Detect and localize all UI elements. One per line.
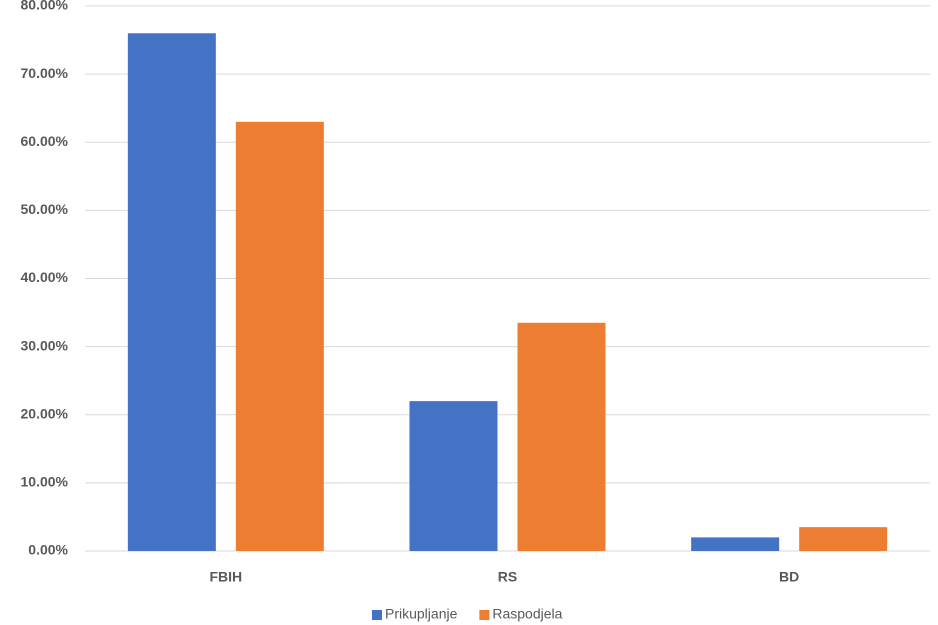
y-tick-label: 40.00% [21,269,69,285]
y-tick-label: 70.00% [21,65,69,81]
bar [691,537,780,551]
bar [799,527,888,551]
x-tick-label: RS [498,569,517,585]
bar [235,121,324,551]
y-tick-label: 30.00% [21,337,69,353]
y-tick-label: 50.00% [21,201,69,217]
legend-swatch [479,610,490,620]
legend-label: Raspodjela [492,606,562,622]
bar [517,322,606,551]
x-tick-label: BD [779,569,799,585]
bar [127,33,216,551]
y-tick-label: 10.00% [21,474,69,490]
y-tick-label: 60.00% [21,133,69,149]
y-tick-label: 80.00% [21,0,69,13]
y-tick-label: 0.00% [28,542,68,558]
x-tick-label: FBIH [209,569,242,585]
legend-swatch [372,610,382,620]
legend-label: Prikupljanje [385,606,458,622]
y-tick-label: 20.00% [21,405,69,421]
bar [409,401,498,551]
